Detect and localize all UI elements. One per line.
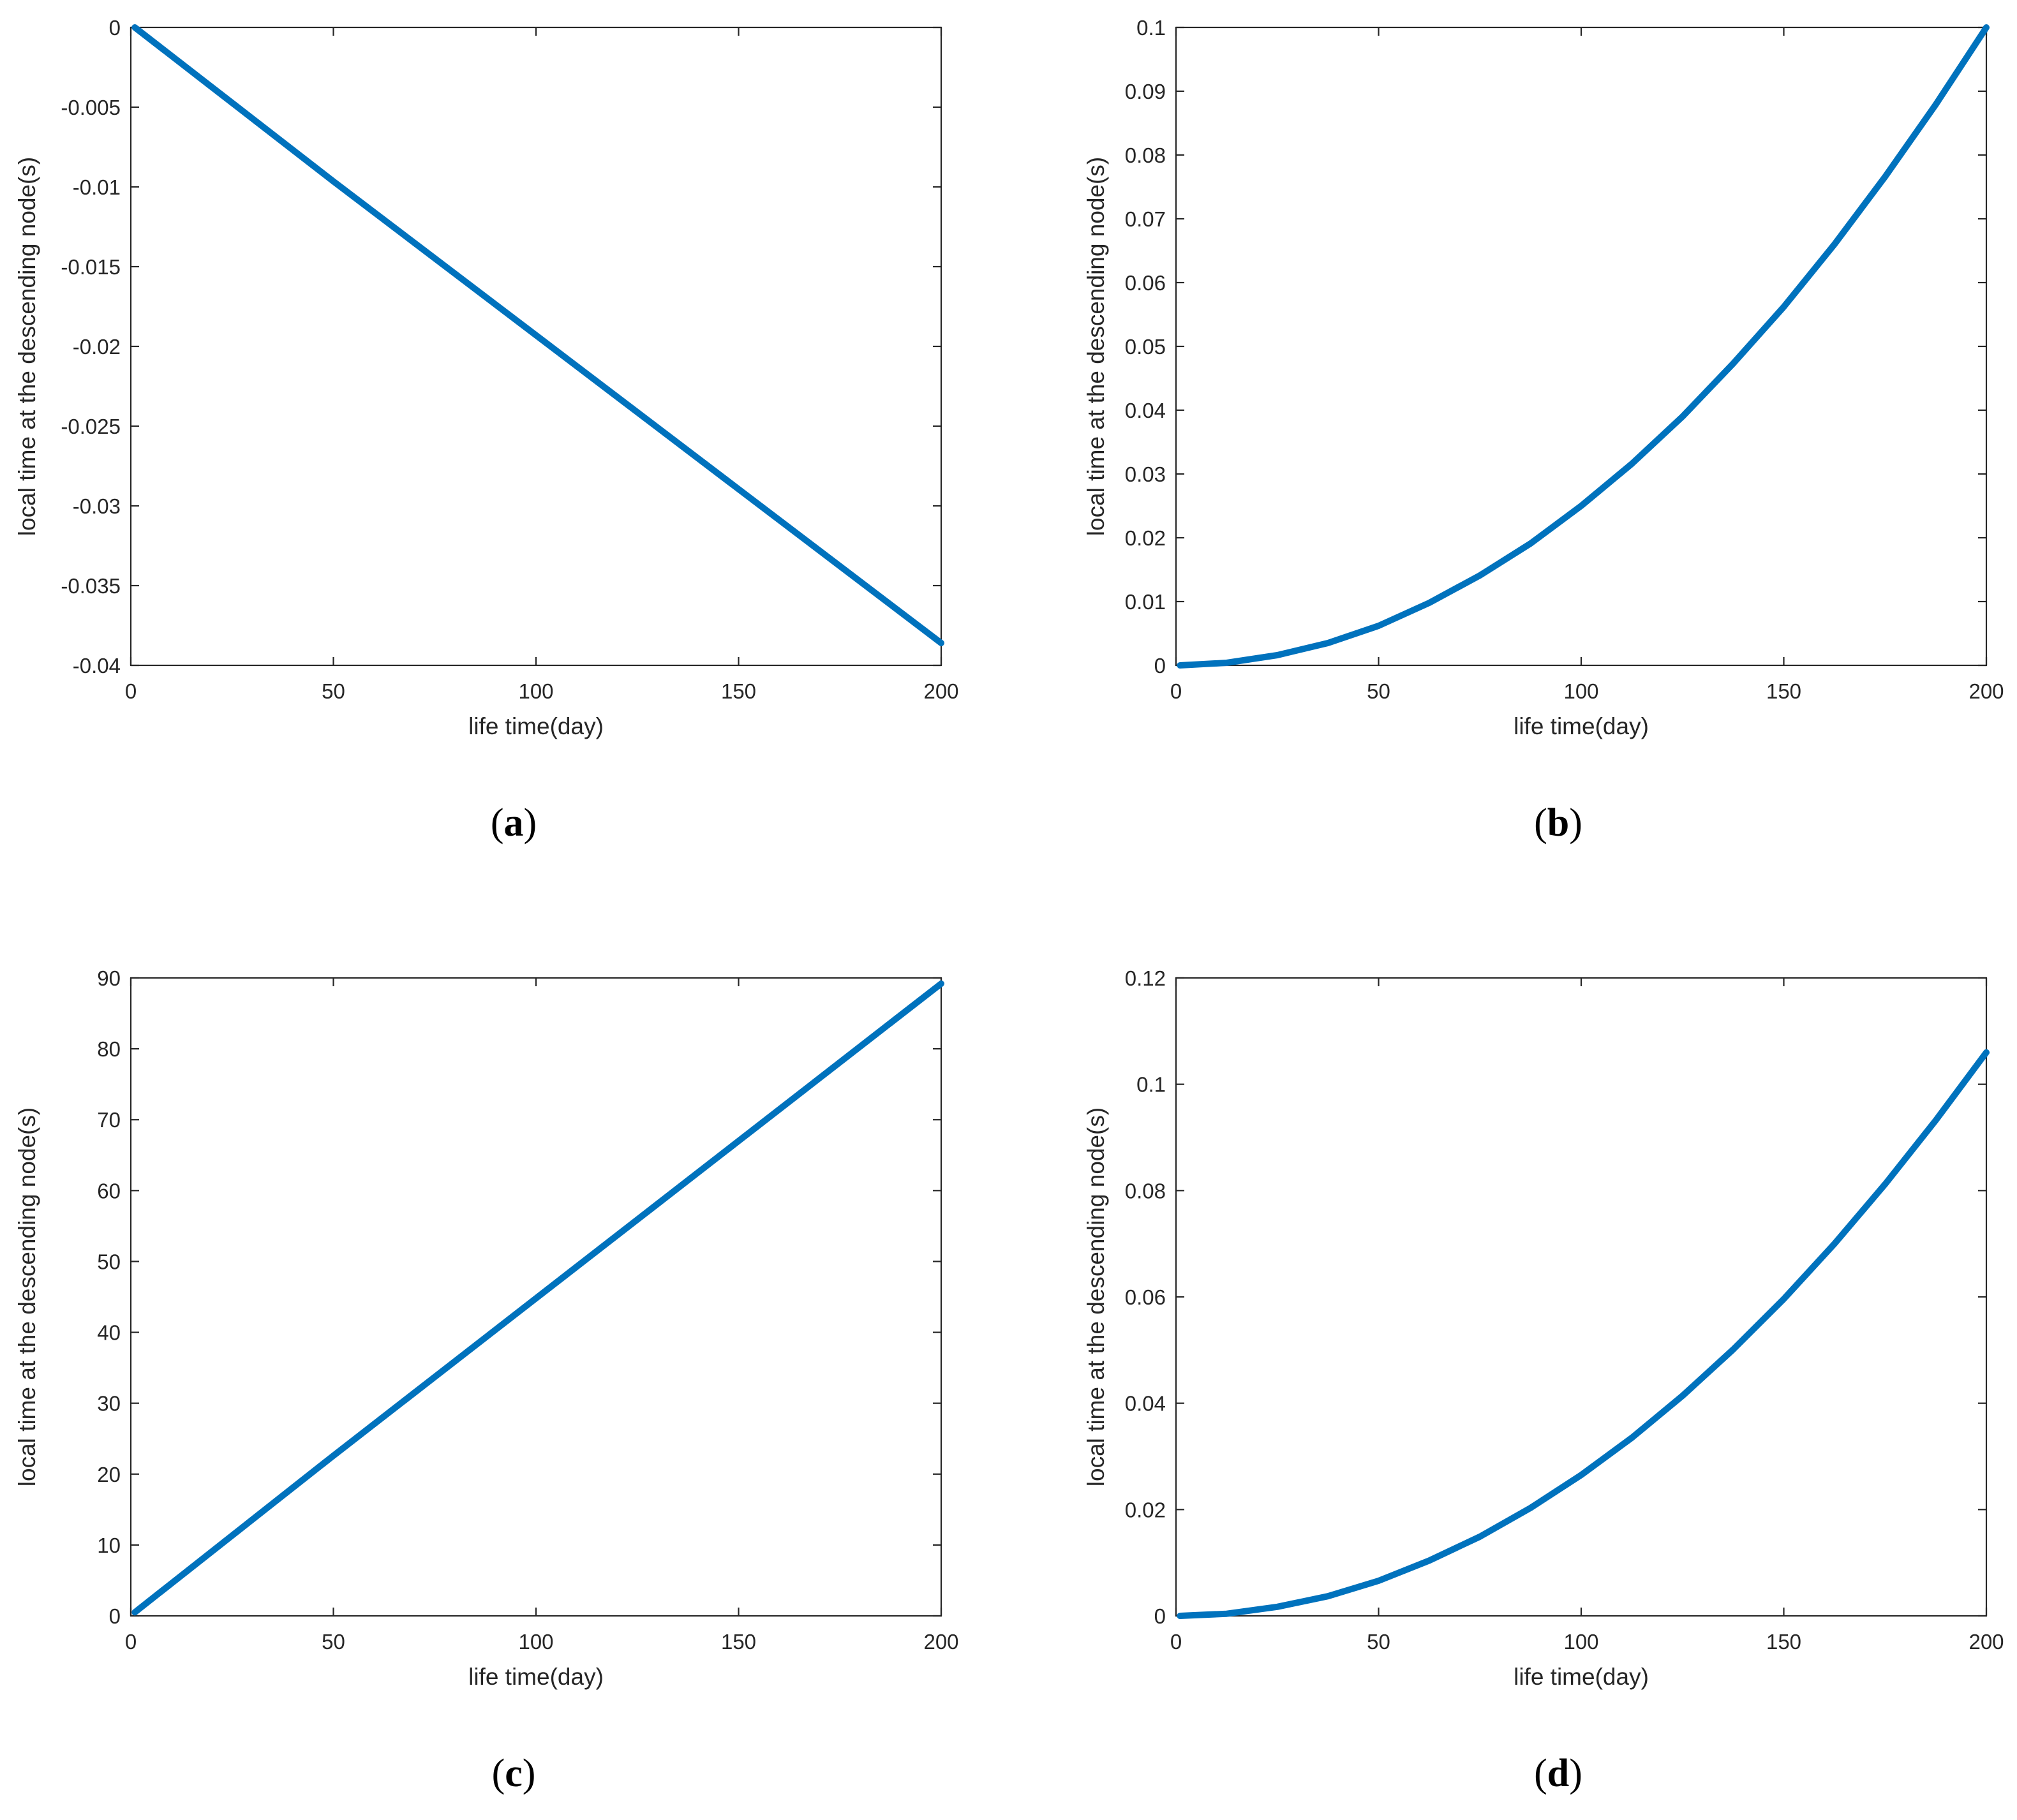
x-axis-label: life time(day) — [1514, 1664, 1649, 1690]
x-tick-label: 200 — [1969, 679, 2004, 703]
y-tick-label: 10 — [97, 1534, 121, 1557]
x-tick-label: 0 — [1170, 679, 1182, 703]
y-axis-label: local time at the descending node(s) — [1083, 1107, 1109, 1486]
caption-open: ( — [492, 1752, 505, 1795]
y-tick-label: 0 — [109, 1604, 121, 1628]
caption-open: ( — [491, 801, 504, 845]
y-tick-label: -0.02 — [73, 335, 121, 359]
y-tick-label: 0.01 — [1125, 590, 1166, 614]
x-tick-label: 150 — [721, 1630, 756, 1654]
y-tick-label: 0.03 — [1125, 462, 1166, 486]
caption-close: ) — [524, 801, 537, 845]
series-line — [131, 24, 944, 646]
x-tick-label: 100 — [1563, 1630, 1598, 1654]
y-tick-label: 0 — [109, 16, 121, 40]
x-tick-label: 200 — [923, 1630, 958, 1654]
caption-letter: c — [505, 1752, 523, 1795]
chart-panel-c: 0 50 100 150 200 0 10 20 30 40 50 60 70 80 90 life time… — [14, 966, 959, 1795]
x-tick-label: 150 — [1766, 1630, 1801, 1654]
x-tick-label: 100 — [1563, 679, 1598, 703]
y-tick-label: 0.06 — [1125, 271, 1166, 295]
x-tick-label: 150 — [721, 679, 756, 703]
caption-open: ( — [1534, 801, 1547, 845]
chart-panel-d: 0 50 100 150 200 0 0.02 0.04 0.06 0.08 0.1 0.12 life… — [1083, 966, 2004, 1795]
y-tick-label: 0.04 — [1125, 1392, 1166, 1416]
x-tick-label: 200 — [923, 679, 958, 703]
panel-caption: (a) — [491, 801, 537, 845]
y-tick-label: 30 — [97, 1392, 121, 1416]
x-tick-label: 0 — [1170, 1630, 1182, 1654]
y-axis-label: local time at the descending node(s) — [1083, 157, 1109, 536]
caption-letter: b — [1547, 801, 1569, 845]
y-tick-label: 0.04 — [1125, 399, 1166, 422]
x-tick-label: 50 — [322, 679, 345, 703]
y-tick-label: -0.015 — [61, 255, 121, 279]
panel-caption: (d) — [1534, 1752, 1582, 1795]
chart-panel-b: 0 50 100 150 200 0 0.01 0.02 0.03 0.04 0.05 0.06 0.0… — [1083, 16, 2004, 845]
y-tick-label: 0.06 — [1125, 1285, 1166, 1309]
y-tick-label: 0.12 — [1125, 966, 1166, 990]
x-tick-label: 50 — [322, 1630, 345, 1654]
x-tick-label: 0 — [125, 1630, 137, 1654]
y-tick-label: 40 — [97, 1321, 121, 1345]
caption-letter: a — [504, 801, 524, 845]
y-tick-label: 0.09 — [1125, 80, 1166, 103]
x-tick-label: 150 — [1766, 679, 1801, 703]
x-axis-label: life time(day) — [468, 1664, 604, 1690]
plot-frame — [130, 26, 942, 667]
series-line — [1177, 24, 1990, 669]
caption-open: ( — [1534, 1752, 1547, 1795]
y-tick-label: -0.025 — [61, 415, 121, 438]
series-line — [1177, 1049, 1990, 1619]
caption-close: ) — [1569, 1752, 1582, 1795]
y-tick-label: 0.07 — [1125, 207, 1166, 231]
y-axis-label: local time at the descending node(s) — [14, 1107, 40, 1486]
x-tick-label: 100 — [518, 679, 553, 703]
y-tick-label: -0.005 — [61, 96, 121, 119]
x-axis-label: life time(day) — [468, 713, 604, 739]
y-tick-label: 50 — [97, 1250, 121, 1273]
y-tick-label: 60 — [97, 1179, 121, 1202]
y-tick-label: 0.1 — [1136, 16, 1166, 40]
panel-caption: (b) — [1534, 801, 1582, 845]
panel-caption: (c) — [492, 1752, 536, 1795]
y-tick-label: 0 — [1154, 1604, 1166, 1628]
x-tick-label: 200 — [1969, 1630, 2004, 1654]
y-tick-label: -0.04 — [73, 654, 121, 677]
y-tick-label: 0.08 — [1125, 1179, 1166, 1202]
y-tick-label: -0.01 — [73, 175, 121, 199]
y-tick-label: 0.08 — [1125, 144, 1166, 167]
plot-frame — [1175, 977, 1988, 1617]
caption-letter: d — [1547, 1752, 1569, 1795]
y-tick-label: 70 — [97, 1108, 121, 1132]
y-tick-label: -0.035 — [61, 574, 121, 598]
y-tick-label: 0.1 — [1136, 1073, 1166, 1097]
plot-frame — [1175, 26, 1988, 667]
y-tick-label: 90 — [97, 966, 121, 990]
caption-close: ) — [1569, 801, 1582, 845]
y-tick-label: 0.02 — [1125, 1498, 1166, 1521]
x-axis-label: life time(day) — [1514, 713, 1649, 739]
y-tick-label: 0 — [1154, 654, 1166, 677]
caption-close: ) — [523, 1752, 536, 1795]
y-tick-label: 20 — [97, 1463, 121, 1486]
x-tick-label: 50 — [1367, 679, 1390, 703]
y-tick-label: 0.02 — [1125, 526, 1166, 550]
x-tick-label: 50 — [1367, 1630, 1390, 1654]
y-tick-label: 80 — [97, 1037, 121, 1061]
y-axis-label: local time at the descending node(s) — [14, 157, 40, 536]
y-tick-label: 0.05 — [1125, 335, 1166, 359]
chart-panel-a: 0 50 100 150 200 0 -0.005 -0.01 -0.015 -0.02 -0.02… — [14, 16, 959, 845]
x-tick-label: 0 — [125, 679, 137, 703]
x-tick-label: 100 — [518, 1630, 553, 1654]
y-tick-label: -0.03 — [73, 494, 121, 518]
series-line — [131, 980, 944, 1616]
